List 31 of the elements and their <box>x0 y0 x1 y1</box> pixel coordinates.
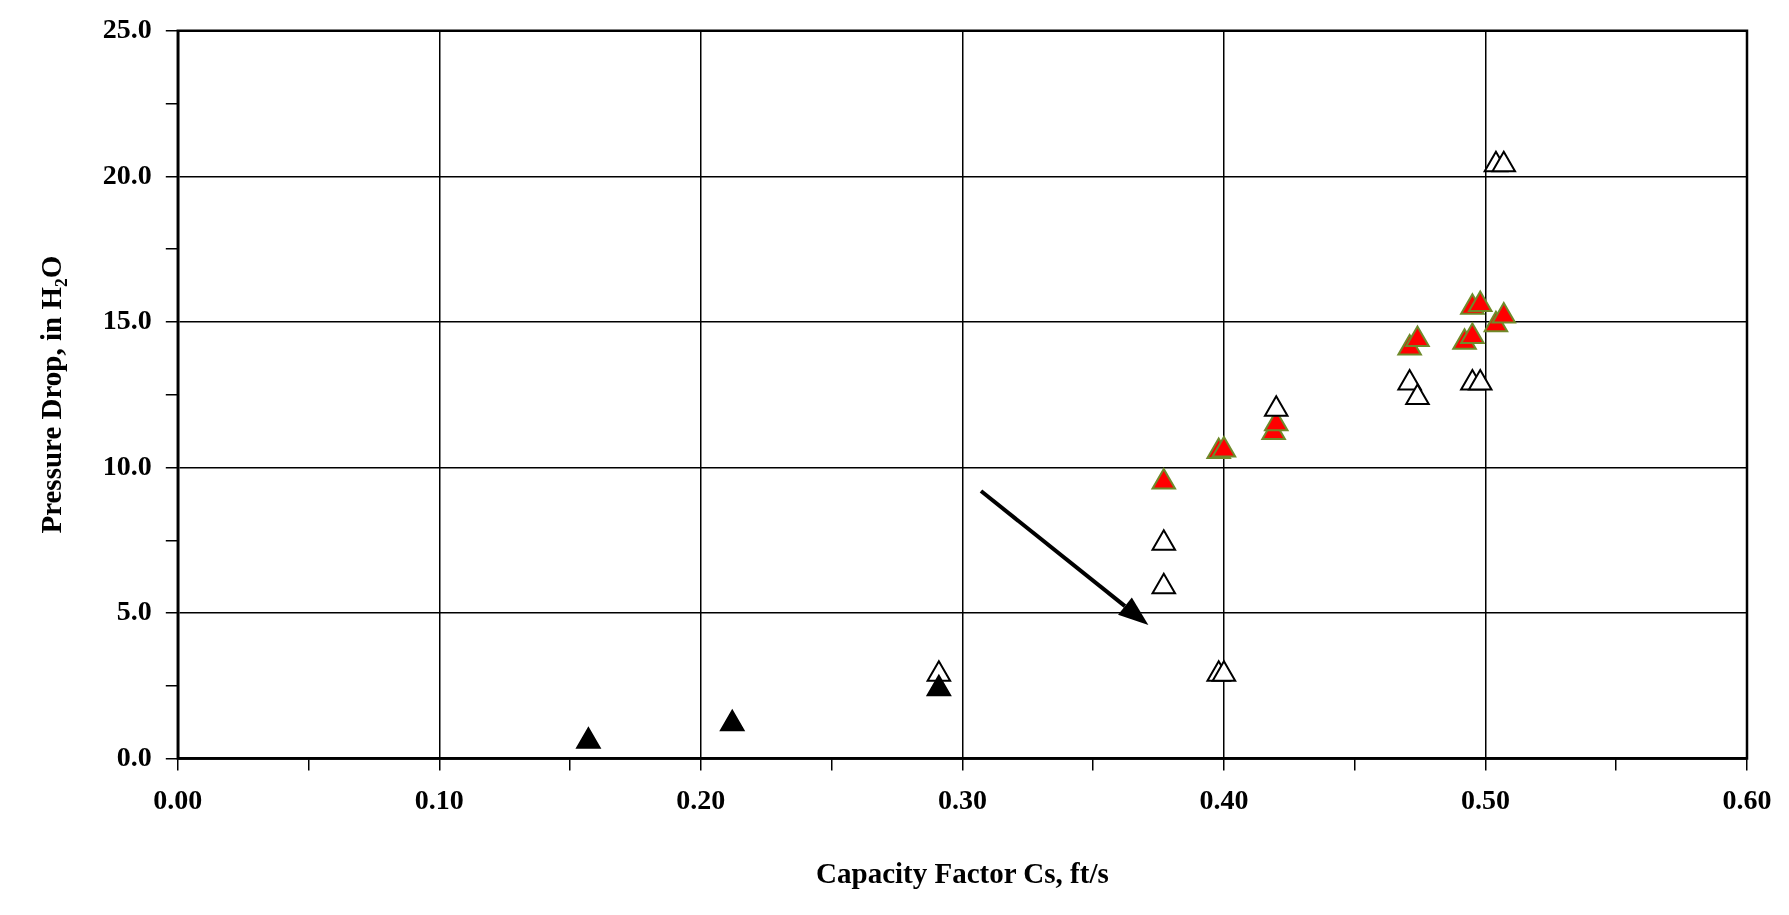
point <box>1211 660 1237 682</box>
x-tick-label: 0.20 <box>676 783 726 815</box>
point <box>1405 383 1430 406</box>
point <box>1460 322 1485 344</box>
point <box>1211 436 1237 458</box>
point <box>926 674 952 697</box>
point <box>1405 325 1430 347</box>
x-tick-label: 0.30 <box>937 783 987 815</box>
y-tick-label: 25.0 <box>102 13 152 45</box>
point <box>1467 290 1493 312</box>
x-tick-label: 0.60 <box>1722 783 1772 815</box>
point <box>1151 572 1177 595</box>
y-axis-title: Pressure Drop, in H₂O <box>34 255 67 534</box>
x-tick-label: 0.00 <box>153 783 203 815</box>
x-tick-label: 0.40 <box>1199 783 1249 815</box>
point <box>576 727 601 749</box>
y-tick-label: 15.0 <box>102 304 152 336</box>
y-tick-label: 20.0 <box>102 158 152 190</box>
y-tick-label: 5.0 <box>116 595 152 627</box>
point <box>1263 395 1289 417</box>
x-tick-label: 0.10 <box>414 783 464 815</box>
y-tick-label: 10.0 <box>102 449 152 481</box>
point <box>1467 369 1493 391</box>
point <box>1151 529 1177 551</box>
y-tick-label: 0.0 <box>116 740 152 772</box>
point <box>1151 468 1177 490</box>
point <box>719 709 745 732</box>
point <box>1491 150 1517 173</box>
x-axis-title: Capacity Factor Cs, ft/s <box>816 857 1109 890</box>
x-tick-label: 0.50 <box>1460 783 1510 815</box>
point <box>1491 302 1517 324</box>
